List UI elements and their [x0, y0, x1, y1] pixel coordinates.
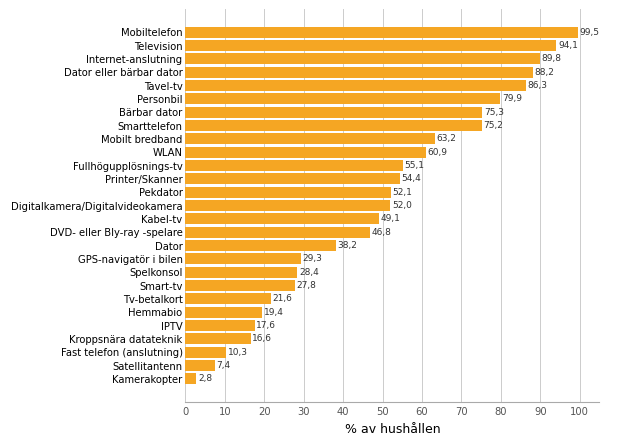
Text: 29,3: 29,3 — [303, 254, 323, 263]
Bar — [185, 214, 379, 224]
Bar — [185, 280, 295, 291]
Text: 7,4: 7,4 — [216, 361, 231, 370]
Bar — [185, 40, 556, 51]
Text: 79,9: 79,9 — [502, 94, 522, 103]
Bar — [185, 320, 255, 331]
Bar — [185, 267, 297, 278]
Bar — [185, 347, 226, 358]
Text: 89,8: 89,8 — [541, 55, 561, 63]
Bar — [185, 120, 482, 131]
Bar — [185, 173, 400, 185]
Text: 63,2: 63,2 — [436, 135, 456, 143]
Text: 27,8: 27,8 — [297, 281, 316, 290]
Bar — [185, 80, 526, 91]
Bar — [185, 134, 434, 144]
Text: 2,8: 2,8 — [198, 375, 212, 384]
Text: 38,2: 38,2 — [337, 241, 357, 250]
Text: 60,9: 60,9 — [427, 148, 447, 157]
Text: 88,2: 88,2 — [535, 68, 555, 77]
Bar — [185, 374, 197, 384]
Text: 10,3: 10,3 — [227, 348, 248, 357]
Bar — [185, 360, 214, 371]
Text: 52,1: 52,1 — [392, 188, 412, 197]
Bar — [185, 107, 482, 118]
Bar — [185, 200, 391, 211]
Text: 52,0: 52,0 — [392, 201, 412, 210]
Text: 86,3: 86,3 — [527, 81, 548, 90]
Text: 75,3: 75,3 — [484, 108, 504, 117]
Text: 21,6: 21,6 — [272, 295, 292, 304]
Bar — [185, 54, 540, 64]
Text: 46,8: 46,8 — [371, 228, 391, 237]
Text: 75,2: 75,2 — [483, 121, 504, 130]
Bar — [185, 27, 578, 38]
Bar — [185, 240, 336, 251]
Bar — [185, 333, 251, 345]
Text: 49,1: 49,1 — [381, 215, 400, 224]
Bar — [185, 227, 370, 238]
Bar — [185, 187, 391, 198]
Text: 99,5: 99,5 — [579, 28, 599, 37]
Bar — [185, 294, 271, 304]
Text: 19,4: 19,4 — [263, 308, 284, 317]
Text: 17,6: 17,6 — [256, 321, 276, 330]
Text: 55,1: 55,1 — [404, 161, 425, 170]
Text: 94,1: 94,1 — [558, 41, 578, 50]
Bar — [185, 160, 403, 171]
Text: 28,4: 28,4 — [299, 268, 319, 277]
Bar — [185, 307, 262, 318]
X-axis label: % av hushållen: % av hushållen — [345, 423, 440, 436]
Bar — [185, 253, 301, 265]
Text: 16,6: 16,6 — [252, 334, 273, 343]
Bar — [185, 93, 501, 105]
Bar — [185, 67, 533, 78]
Bar — [185, 147, 426, 158]
Text: 54,4: 54,4 — [402, 174, 421, 183]
